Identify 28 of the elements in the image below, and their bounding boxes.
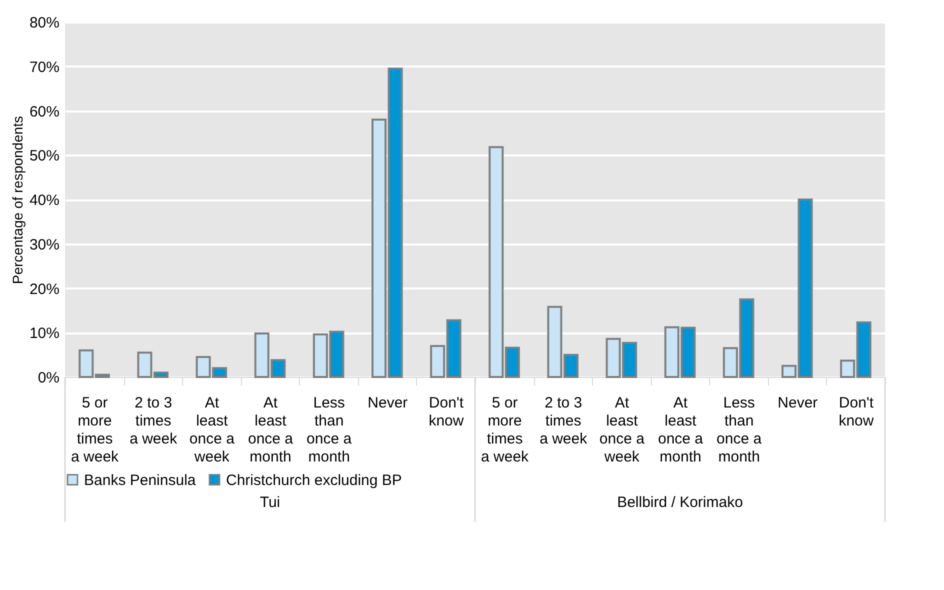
x-tick-label: Never [778,394,818,412]
legend-label: Christchurch excluding BP [226,472,402,489]
text: Tui [260,494,280,511]
y-tick-label: 50% [29,148,60,165]
legend-label: Banks Peninsula [84,472,196,489]
y-tick-label: 0% [38,370,60,386]
x-tick-label: 5 or more times a week [481,394,530,466]
x-tick-label: 2 to 3 times a week [540,394,588,448]
y-tick-label: 30% [29,236,60,254]
y-tick-label: 20% [29,280,60,298]
text: Bellbird / Korimako [617,494,743,511]
y-tick-label: 10% [29,325,60,342]
x-tick-label: Less than once a month [306,394,352,466]
y-tick-label: 70% [29,58,60,76]
x-tick-label: At least once a month [658,394,704,466]
y-tick-label: 80% [29,14,60,32]
y-tick-label: 60% [29,103,60,120]
y-axis-title: Percentage of respondents [9,116,26,284]
x-tick-label: 2 to 3 times a week [130,394,178,448]
x-tick-label: At least once a month [248,394,294,466]
x-tick-label: At least once a week [189,394,236,466]
y-tick-label: 40% [29,192,60,209]
x-tick-label: Don't know [838,394,874,430]
x-tick-label: Less than once a month [716,394,762,466]
x-tick-label: At least once a week [599,394,646,466]
x-tick-label: 5 or more times a week [71,394,120,466]
x-tick-label: Don't know [428,394,464,430]
x-tick-label: Never [368,394,408,412]
